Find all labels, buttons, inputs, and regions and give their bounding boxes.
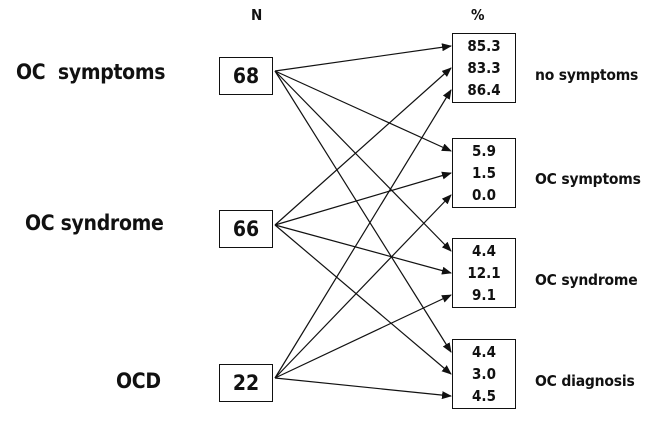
percent-header: % [471, 6, 485, 24]
outcome-label-oc-symptoms: OC symptoms [535, 170, 641, 188]
source-label-oc-symptoms: OC symptoms [16, 60, 166, 84]
source-label-ocd: OCD [116, 369, 161, 393]
n-value: 66 [232, 217, 260, 241]
pct-box-oc-syndrome: 4.4 12.1 9.1 [452, 238, 516, 308]
transition-arrow [274, 67, 452, 226]
n-box-ocd: 22 [219, 364, 273, 402]
n-box-oc-symptoms: 68 [219, 57, 273, 95]
transition-arrow [274, 70, 452, 353]
transition-arrow [274, 377, 452, 400]
transition-arrow [274, 70, 452, 252]
transition-arrow [274, 294, 452, 379]
transition-arrow [274, 224, 452, 275]
pct-value: 86.4 [467, 81, 501, 99]
n-header: N [251, 6, 263, 24]
transition-arrow [274, 70, 452, 152]
transition-arrow [274, 194, 452, 379]
outcome-label-no-symptoms: no symptoms [535, 66, 639, 84]
n-box-oc-syndrome: 66 [219, 210, 273, 248]
pct-value: 3.0 [472, 365, 496, 383]
pct-value: 83.3 [467, 59, 501, 77]
outcome-label-oc-syndrome: OC syndrome [535, 271, 638, 289]
outcome-label-oc-diagnosis: OC diagnosis [535, 372, 635, 390]
transition-arrow [274, 89, 452, 379]
pct-box-oc-symptoms: 5.9 1.5 0.0 [452, 138, 516, 208]
pct-box-oc-diagnosis: 4.4 3.0 4.5 [452, 339, 516, 409]
pct-value: 1.5 [472, 164, 496, 182]
n-value: 68 [232, 64, 260, 88]
pct-value: 4.4 [472, 343, 496, 361]
pct-box-no-symptoms: 85.3 83.3 86.4 [452, 33, 516, 103]
source-label-oc-syndrome: OC syndrome [25, 211, 164, 235]
n-value: 22 [232, 371, 260, 395]
transition-arrow [274, 43, 452, 72]
pct-value: 12.1 [467, 264, 501, 282]
transition-arrow [274, 224, 452, 375]
pct-value: 9.1 [472, 286, 496, 304]
pct-value: 4.5 [472, 387, 496, 405]
transition-arrow [274, 171, 452, 226]
pct-value: 85.3 [467, 37, 501, 55]
pct-value: 4.4 [472, 242, 496, 260]
pct-value: 0.0 [472, 186, 496, 204]
pct-value: 5.9 [472, 142, 496, 160]
